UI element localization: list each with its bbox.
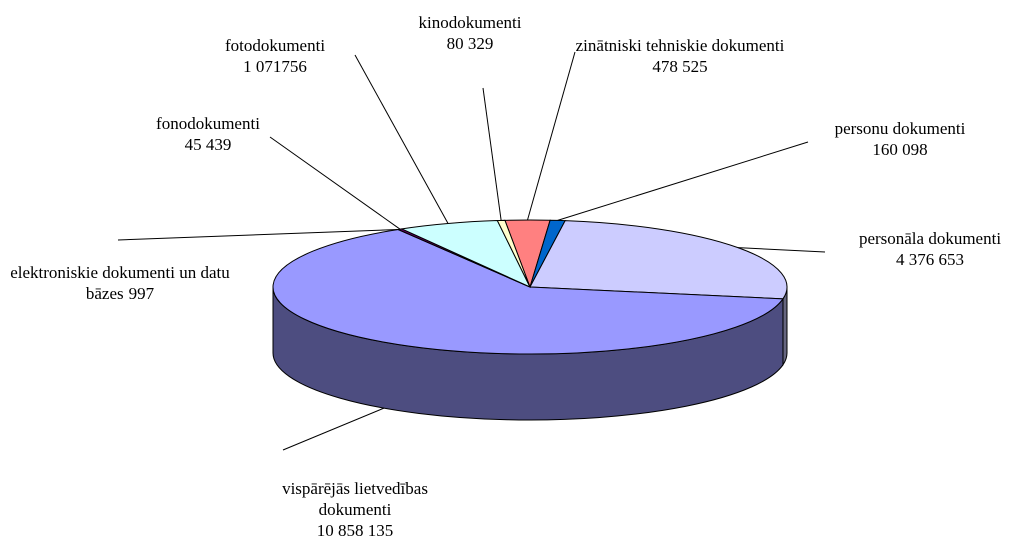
leader-line [527, 51, 576, 221]
value-label: 10 858 135 [316, 521, 394, 540]
value-label: 4 376 653 [896, 250, 964, 269]
leader-line [737, 247, 826, 253]
slice-label: fonodokumenti 45 439 [128, 113, 288, 155]
slice-label: elektroniskie dokumenti un datu bāzes 997 [5, 262, 235, 304]
leader-line [269, 136, 401, 230]
category-label: personu dokumenti [834, 119, 966, 138]
category-label: elektroniskie dokumenti un datu bāzes [10, 263, 230, 303]
value-label: 80 329 [446, 34, 494, 53]
value-label: 45 439 [184, 135, 232, 154]
slice [272, 228, 784, 355]
slice-label: vispārējās lietvedības dokumenti 10 858 1… [245, 478, 465, 541]
slice-label: fotodokumenti 1 071756 [195, 35, 355, 77]
category-label: personāla dokumenti [858, 229, 1002, 248]
slice-label: zinātniski tehniskie dokumenti 478 525 [575, 35, 785, 77]
category-label: fonodokumenti [156, 114, 260, 133]
leader-line [557, 141, 809, 221]
slice-label: kinodokumenti 80 329 [400, 12, 540, 54]
value-label: 997 [128, 284, 155, 303]
category-label: fotodokumenti [224, 36, 326, 55]
leader-line [117, 228, 399, 241]
slice [529, 220, 788, 300]
leader-line [354, 54, 449, 224]
value-label: 1 071756 [243, 57, 307, 76]
leader-line [282, 407, 385, 451]
slice-label: personāla dokumenti 4 376 653 [830, 228, 1030, 270]
category-label: kinodokumenti [418, 13, 522, 32]
category-label: vispārējās lietvedības dokumenti [282, 479, 428, 519]
value-label: 160 098 [872, 140, 928, 159]
category-label: zinātniski tehniskie dokumenti [575, 36, 785, 55]
leader-line [482, 87, 502, 221]
slice-label: personu dokumenti 160 098 [800, 118, 1000, 160]
value-label: 478 525 [652, 57, 708, 76]
